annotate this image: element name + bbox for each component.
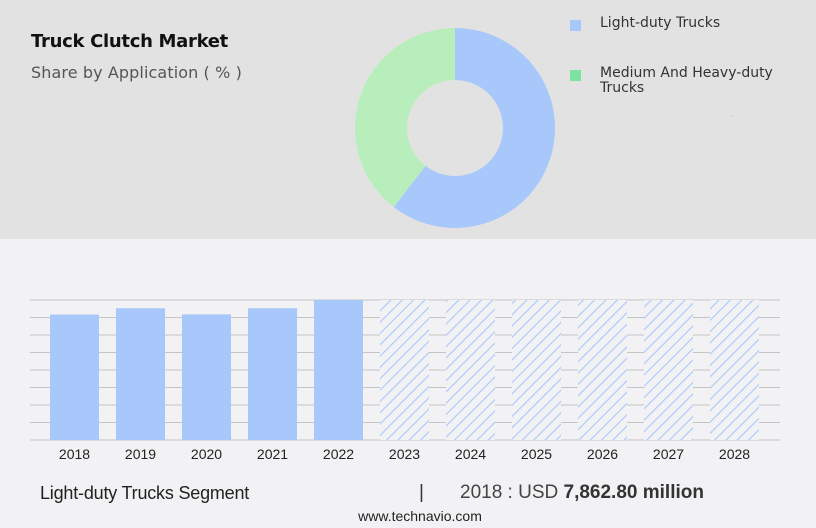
donut-slice-medium-and-heavy-duty-trucks <box>355 28 455 208</box>
donut-slice-light-duty-trucks <box>393 28 555 228</box>
x-axis-label-2025: 2025 <box>520 446 553 462</box>
legend-label: Medium And Heavy-duty Trucks <box>600 65 773 96</box>
segment-label: Light-duty Trucks Segment <box>40 483 250 503</box>
legend-swatch-medium-heavy-duty <box>570 70 581 81</box>
x-axis-label-2024: 2024 <box>454 446 487 462</box>
bar-2018 <box>50 314 99 440</box>
segment-value-amount: 7,862.80 million <box>563 482 704 503</box>
bar-2021 <box>248 308 297 440</box>
x-axis-label-2026: 2026 <box>586 446 619 462</box>
x-axis-label-2021: 2021 <box>256 446 289 462</box>
forecast-bar-2024 <box>446 300 495 440</box>
legend-swatch-light-duty <box>570 20 581 31</box>
forecast-bar-2026 <box>578 300 627 440</box>
chart-subtitle: Share by Application ( % ) <box>31 63 242 82</box>
forecast-bar-2027 <box>644 300 693 440</box>
x-axis-label-2023: 2023 <box>388 446 421 462</box>
segment-value: 2018 : USD 7,862.80 million <box>460 482 704 504</box>
footer-divider: | <box>419 482 424 503</box>
donut-chart <box>355 28 555 228</box>
x-axis-label-2027: 2027 <box>652 446 685 462</box>
decorative-dot <box>731 115 733 117</box>
chart-title: Truck Clutch Market <box>31 31 228 52</box>
bar-2019 <box>116 308 165 440</box>
x-axis-label-2022: 2022 <box>322 446 355 462</box>
forecast-bar-2025 <box>512 300 561 440</box>
bars <box>50 300 759 440</box>
bar-2020 <box>182 314 231 440</box>
forecast-bar-2028 <box>710 300 759 440</box>
bar-2022 <box>314 300 363 440</box>
forecast-bar-2023 <box>380 300 429 440</box>
x-axis-label-2019: 2019 <box>124 446 157 462</box>
x-axis-label-2020: 2020 <box>190 446 223 462</box>
source-link[interactable]: www.technavio.com <box>358 508 482 524</box>
x-axis-label-2018: 2018 <box>58 446 91 462</box>
x-axis-label-2028: 2028 <box>718 446 751 462</box>
segment-value-prefix: 2018 : USD <box>460 482 564 503</box>
legend-label: Light-duty Trucks <box>600 15 721 31</box>
